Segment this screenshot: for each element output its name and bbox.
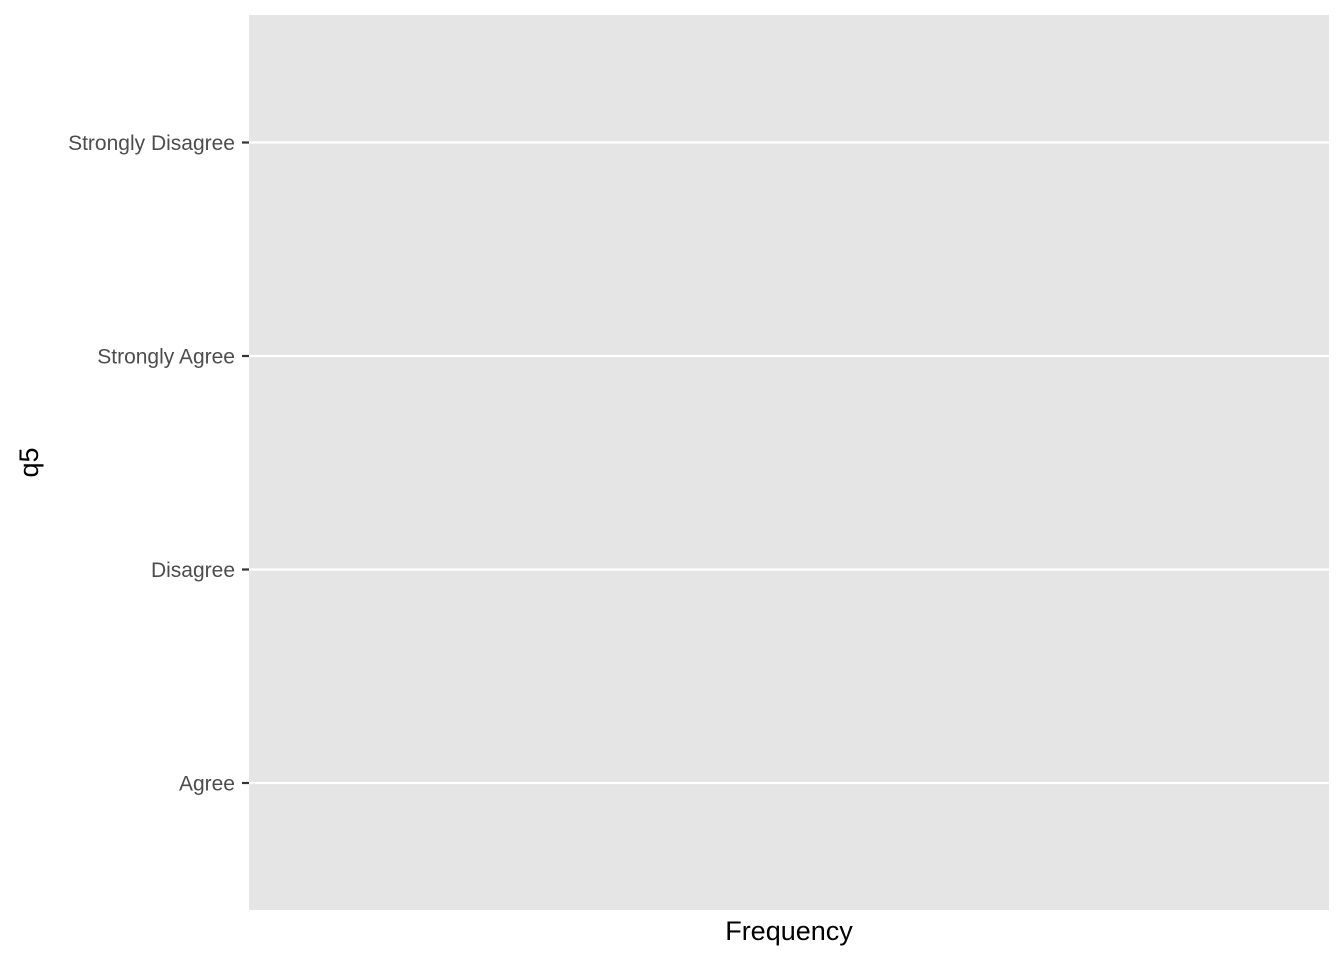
y-tick-label-agree: Agree (179, 773, 235, 796)
y-axis-tick-labels: Agree Disagree Strongly Agree Strongly Disa… (68, 132, 235, 796)
grid-lines (249, 141, 1329, 785)
y-tick-label-disagree: Disagree (151, 559, 235, 582)
y-tick-label-strongly-disagree: Strongly Disagree (68, 132, 235, 155)
y-axis-ticks (242, 141, 249, 785)
y-tick-label-strongly-agree: Strongly Agree (97, 346, 235, 369)
plot-panel (249, 15, 1329, 910)
x-axis-title: Frequency (725, 916, 853, 946)
y-axis-title: q5 (14, 447, 44, 477)
